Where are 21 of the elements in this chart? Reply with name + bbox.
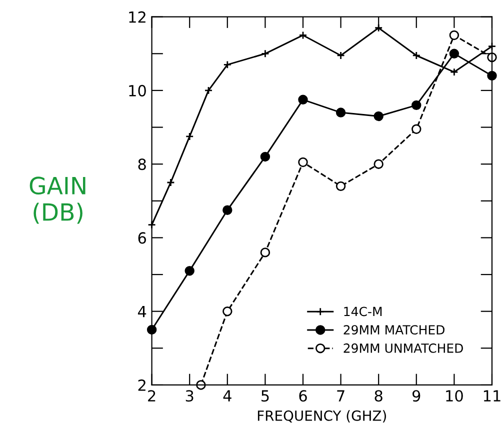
x-tick-label: 2: [148, 390, 156, 402]
y-tick-label: 6: [138, 232, 146, 244]
x-tick-label: 7: [337, 390, 344, 402]
y-tick-label: 10: [129, 84, 146, 96]
x-tick-label: 4: [223, 390, 232, 402]
y-tick-label: 2: [138, 379, 146, 391]
y-axis-title: GAIN (DB): [30, 176, 86, 224]
x-tick-label: 10: [446, 390, 463, 402]
x-axis-title: FREQUENCY (GHZ): [258, 410, 386, 423]
y-tick-label: 8: [138, 158, 146, 170]
legend-label: 29MM MATCHED: [344, 325, 444, 335]
x-tick-label: 6: [299, 390, 307, 402]
x-tick-label: 9: [412, 390, 420, 402]
x-tick-label: 8: [374, 390, 382, 402]
y-tick-label: 4: [138, 306, 146, 318]
y-tick-label: 12: [129, 11, 146, 23]
legend-label: 14C-M: [344, 306, 382, 316]
legend-label: 29MM UNMATCHED: [344, 343, 463, 353]
x-tick-label: 5: [262, 390, 269, 402]
x-tick-label: 11: [484, 390, 500, 402]
x-tick-label: 3: [186, 390, 194, 402]
